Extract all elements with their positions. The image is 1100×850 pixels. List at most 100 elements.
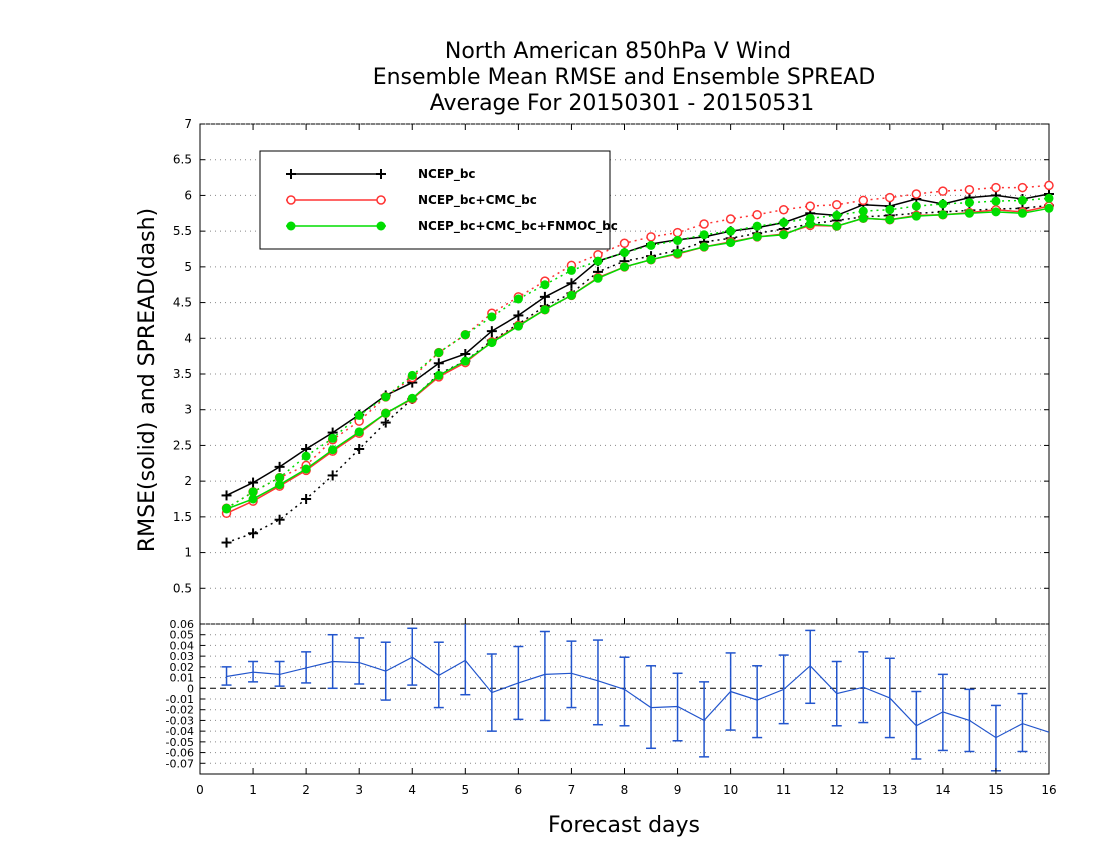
dot-marker: [726, 238, 736, 248]
main-y-tick-label: 2: [184, 474, 192, 488]
difference-y-tick-label: 0.05: [170, 629, 195, 642]
dot-marker: [699, 230, 709, 240]
dot-marker: [381, 392, 391, 402]
dot-marker: [1017, 208, 1027, 218]
series-rmse-4: [222, 203, 1054, 514]
error-bar: [619, 656, 630, 727]
x-axis-ticks: 0 1 2 3 4 5 6 7 8 9 10 11 12 13 14 15 16: [196, 124, 1057, 797]
dot-marker: [434, 370, 444, 380]
legend-marker: [286, 221, 296, 231]
plus-marker: [354, 444, 365, 454]
dot-marker: [301, 451, 311, 461]
legend-marker: [376, 195, 386, 205]
difference-line: [226, 656, 1050, 739]
plus-marker: [221, 490, 232, 501]
dot-marker: [460, 330, 470, 340]
plus-marker: [274, 514, 285, 525]
dot-marker: [248, 494, 258, 504]
error-bar: [752, 665, 763, 739]
legend-label: NCEP_bc+CMC_bc+FNMOC_bc: [418, 219, 618, 234]
dot-marker: [513, 294, 523, 304]
plus-marker: [433, 358, 444, 369]
dot-marker: [911, 211, 921, 221]
circle-marker: [938, 186, 948, 196]
dot-marker: [964, 208, 974, 218]
x-tick-label: 16: [1041, 783, 1056, 797]
difference-y-tick-label: -0.04: [166, 725, 194, 738]
circle-marker: [885, 192, 895, 203]
dot-marker: [593, 256, 603, 266]
circle-marker: [752, 209, 762, 220]
legend-marker: [376, 221, 386, 231]
dot-marker: [673, 248, 683, 258]
difference-y-tick-label: -0.03: [166, 714, 194, 727]
dot-marker: [832, 210, 842, 220]
plus-marker: [380, 417, 391, 428]
dot-marker: [779, 230, 789, 240]
dot-marker: [885, 215, 895, 225]
y-axis-label: RMSE(solid) and SPREAD(dash): [135, 208, 160, 552]
circle-marker: [911, 189, 922, 199]
x-tick-label: 5: [461, 783, 469, 797]
plus-marker: [566, 278, 577, 289]
error-bar: [592, 639, 603, 726]
x-tick-label: 11: [776, 783, 791, 797]
dot-marker: [381, 408, 391, 418]
x-tick-label: 12: [829, 783, 844, 797]
plus-marker: [274, 461, 285, 472]
x-tick-label: 10: [723, 783, 738, 797]
dot-marker: [540, 280, 550, 290]
dot-marker: [938, 199, 948, 209]
difference-y-tick-label: 0.06: [170, 618, 195, 631]
legend-marker: [286, 195, 296, 205]
dot-marker: [301, 464, 311, 474]
dot-marker: [566, 265, 576, 275]
difference-y-tick-label: -0.06: [166, 747, 194, 760]
legend-label: NCEP_bc+CMC_bc: [418, 193, 537, 208]
dot-marker: [275, 473, 285, 483]
legend: NCEP_bc NCEP_bc+CMC_bc NCEP_bc+CMC_bc+FNMO…: [259, 150, 618, 250]
error-bar: [539, 630, 550, 722]
dot-marker: [487, 312, 497, 322]
dot-marker: [699, 242, 709, 252]
dot-marker: [752, 221, 762, 231]
chart-title-line-2: Ensemble Mean RMSE and Ensemble SPREAD: [373, 65, 876, 90]
plus-marker: [327, 470, 338, 481]
x-tick-label: 0: [196, 783, 204, 797]
dot-marker: [1044, 203, 1054, 213]
circle-marker: [805, 201, 815, 211]
circle-marker: [991, 182, 1001, 193]
plus-marker: [221, 537, 232, 548]
plus-marker: [248, 477, 259, 488]
dot-marker: [620, 262, 629, 272]
legend-item: NCEP_bc+CMC_bc: [286, 193, 537, 208]
plus-marker: [248, 528, 259, 539]
circle-marker: [778, 204, 789, 215]
dot-marker: [354, 427, 364, 437]
plus-marker: [301, 494, 312, 504]
chart-title-line-1: North American 850hPa V Wind: [445, 39, 791, 64]
main-y-tick-label: 6: [184, 188, 192, 202]
main-y-tick-label: 7: [184, 117, 192, 131]
legend-label: NCEP_bc: [418, 167, 476, 182]
x-tick-label: 7: [568, 783, 576, 797]
difference-series: [221, 624, 1050, 772]
dot-marker: [779, 218, 789, 228]
dot-marker: [593, 273, 603, 283]
error-bar: [699, 681, 710, 758]
dot-marker: [620, 248, 629, 258]
main-y-tick-label: 1: [184, 546, 192, 560]
difference-y-tick-label: 0.02: [170, 661, 195, 674]
dot-marker: [726, 226, 736, 236]
error-bar: [1017, 692, 1028, 753]
dot-marker: [407, 370, 417, 380]
difference-y-tick-label: 0.03: [170, 650, 195, 663]
dot-marker: [513, 321, 523, 331]
dot-marker: [540, 305, 550, 315]
circle-marker: [832, 199, 842, 210]
x-tick-label: 6: [515, 783, 523, 797]
plus-marker: [513, 310, 524, 321]
difference-y-tick-label: -0.05: [166, 736, 194, 749]
dot-marker: [646, 240, 656, 250]
main-y-tick-label: 2.5: [173, 438, 192, 452]
